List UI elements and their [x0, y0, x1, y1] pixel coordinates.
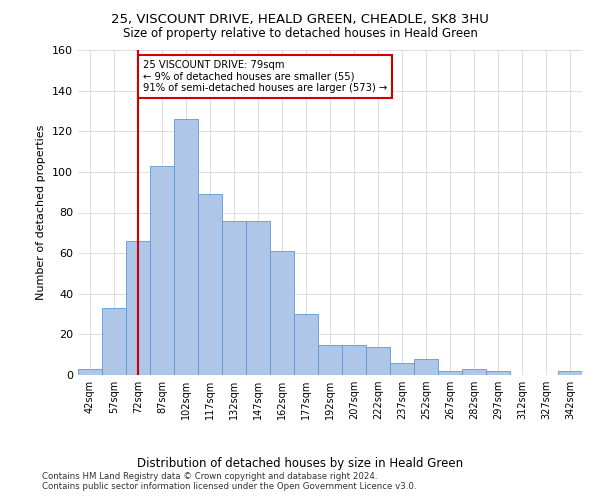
Text: Contains public sector information licensed under the Open Government Licence v3: Contains public sector information licen…: [42, 482, 416, 491]
Bar: [126, 241, 150, 375]
Bar: [462, 369, 486, 375]
Bar: [342, 344, 366, 375]
Bar: [366, 346, 390, 375]
Text: 25, VISCOUNT DRIVE, HEALD GREEN, CHEADLE, SK8 3HU: 25, VISCOUNT DRIVE, HEALD GREEN, CHEADLE…: [111, 12, 489, 26]
Y-axis label: Number of detached properties: Number of detached properties: [37, 125, 46, 300]
Bar: [198, 194, 222, 375]
Text: Contains HM Land Registry data © Crown copyright and database right 2024.: Contains HM Land Registry data © Crown c…: [42, 472, 377, 481]
Bar: [390, 363, 414, 375]
Bar: [414, 359, 438, 375]
Bar: [174, 119, 198, 375]
Bar: [318, 344, 342, 375]
Text: Size of property relative to detached houses in Heald Green: Size of property relative to detached ho…: [122, 28, 478, 40]
Bar: [102, 308, 126, 375]
Text: 25 VISCOUNT DRIVE: 79sqm
← 9% of detached houses are smaller (55)
91% of semi-de: 25 VISCOUNT DRIVE: 79sqm ← 9% of detache…: [143, 60, 387, 94]
Bar: [78, 369, 102, 375]
Bar: [486, 371, 510, 375]
Bar: [438, 371, 462, 375]
Bar: [222, 220, 246, 375]
Text: Distribution of detached houses by size in Heald Green: Distribution of detached houses by size …: [137, 458, 463, 470]
Bar: [150, 166, 174, 375]
Bar: [294, 314, 318, 375]
Bar: [558, 371, 582, 375]
Bar: [246, 220, 270, 375]
Bar: [270, 251, 294, 375]
